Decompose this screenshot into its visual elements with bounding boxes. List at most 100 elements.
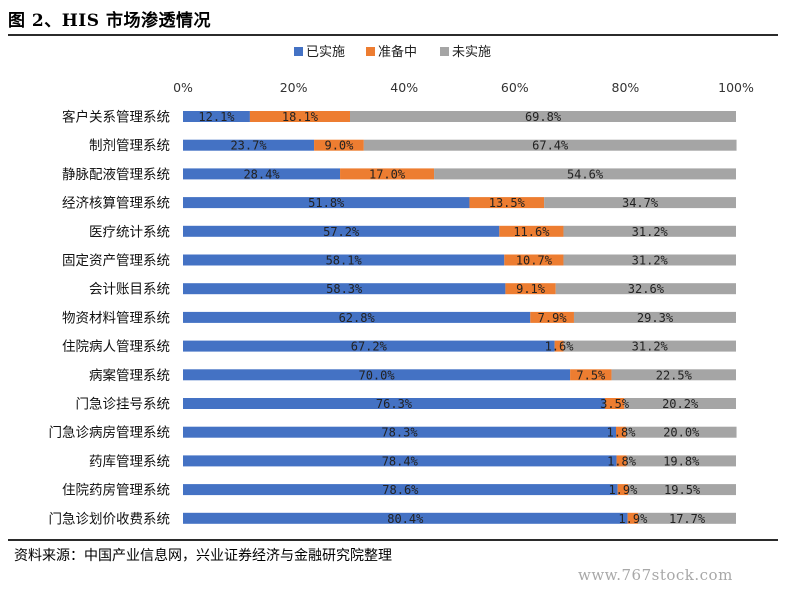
category-label: 住院病人管理系统 [62,339,170,355]
bar-segment-2 [505,283,556,295]
bar-segment-1 [183,225,500,237]
bar-segment-2 [616,455,627,467]
category-label: 门急诊划价收费系统 [49,511,171,527]
category-label: 静脉配液管理系统 [62,167,170,183]
bar-segment-1 [183,369,571,381]
bar-segment-3 [573,311,736,323]
bar-segment-1 [183,197,470,209]
category-label: 经济核算管理系统 [62,196,170,212]
legend-label-2: 准备中 [378,44,417,60]
bar-segment-3 [563,225,736,237]
bar-segment-3 [555,283,736,295]
data-label: 69.8% [525,110,562,124]
top-rule [8,34,778,36]
data-label: 57.2% [323,225,360,239]
data-label: 31.2% [632,340,669,354]
bar-segment-3 [363,139,737,151]
data-label: 11.6% [513,225,550,239]
category-label: 固定资产管理系统 [62,253,170,269]
data-label: 28.4% [243,167,280,181]
category-label: 病案管理系统 [89,367,170,384]
data-label: 78.6% [382,483,419,497]
data-label: 76.3% [376,397,413,411]
bar-segment-1 [183,111,250,122]
bar-segment-3 [611,369,736,381]
bar-segment-1 [183,484,618,496]
data-label: 31.2% [632,254,669,268]
x-tick-label: 40% [390,80,418,95]
bottom-rule [8,539,778,541]
data-label: 18.1% [282,110,319,124]
data-label: 17.7% [669,512,706,526]
bar-segment-3 [350,111,736,122]
data-label: 34.7% [622,196,659,210]
bar-segment-2 [617,484,629,496]
data-label: 78.3% [381,426,418,440]
bar-segment-1 [183,283,506,295]
category-label: 客户关系管理系统 [62,109,170,126]
data-label: 32.6% [628,282,665,296]
x-tick-label: 80% [612,80,640,95]
bar-segment-1 [183,168,341,180]
category-label: 医疗统计系统 [89,224,170,240]
bar-segment-3 [434,168,736,180]
bar-segment-3 [544,197,736,209]
bar-segment-2 [314,139,364,151]
data-label: 23.7% [230,139,267,153]
bar-segment-2 [627,512,639,524]
bar-segment-2 [604,398,625,409]
category-label: 会计账目系统 [89,282,170,298]
x-tick-label: 0% [173,80,193,95]
data-label: 22.5% [656,368,693,382]
data-label: 58.3% [326,282,363,296]
bar-segment-3 [638,512,736,524]
bar-segment-3 [563,254,736,266]
bar-segment-3 [563,340,736,352]
figure-title: 图 2、HIS 市场渗透情况 [8,11,211,31]
x-tick-label: 20% [280,80,308,95]
data-label: 54.6% [567,167,604,181]
legend-swatch-2 [366,47,375,56]
data-label: 12.1% [198,110,235,124]
data-label: 3.5% [600,397,630,411]
bar-segment-2 [469,197,545,209]
data-label: 9.0% [324,139,354,153]
legend-swatch-1 [294,47,303,56]
data-label: 67.2% [351,340,388,354]
bar-segment-2 [504,254,564,266]
bar-segment-2 [530,311,574,323]
category-label: 门急诊挂号系统 [76,397,171,413]
data-label: 10.7% [516,254,553,268]
bar-segment-1 [183,340,555,352]
bar-segment-2 [340,168,435,180]
bar-segment-2 [570,369,612,381]
bar-segment-1 [183,398,605,409]
legend-label-1: 已实施 [306,45,345,60]
bar-segment-1 [183,512,628,524]
data-label: 78.4% [382,454,419,468]
bar-segment-3 [626,455,736,467]
data-label: 1.8% [607,454,637,468]
category-label: 物资材料管理系统 [62,310,170,326]
data-label: 51.8% [308,196,345,210]
watermark: www.767stock.com [578,566,733,584]
bar-segment-3 [628,484,736,496]
data-label: 62.8% [339,311,376,325]
legend-label-3: 未实施 [452,45,491,60]
category-label: 药库管理系统 [89,454,170,470]
bar-segment-3 [624,398,736,409]
category-label: 制剂管理系统 [89,138,170,154]
data-label: 17.0% [369,167,406,181]
data-label: 20.0% [663,426,700,440]
bar-segment-3 [625,426,737,438]
bar-segment-2 [554,340,564,352]
data-label: 1.8% [607,426,637,440]
category-label: 住院药房管理系统 [62,483,170,499]
bar-segment-1 [183,311,531,323]
bar-segment-1 [183,254,505,266]
data-label: 19.5% [664,483,701,497]
data-label: 80.4% [387,512,424,526]
x-tick-label: 60% [501,80,529,95]
bar-segment-2 [615,426,626,438]
